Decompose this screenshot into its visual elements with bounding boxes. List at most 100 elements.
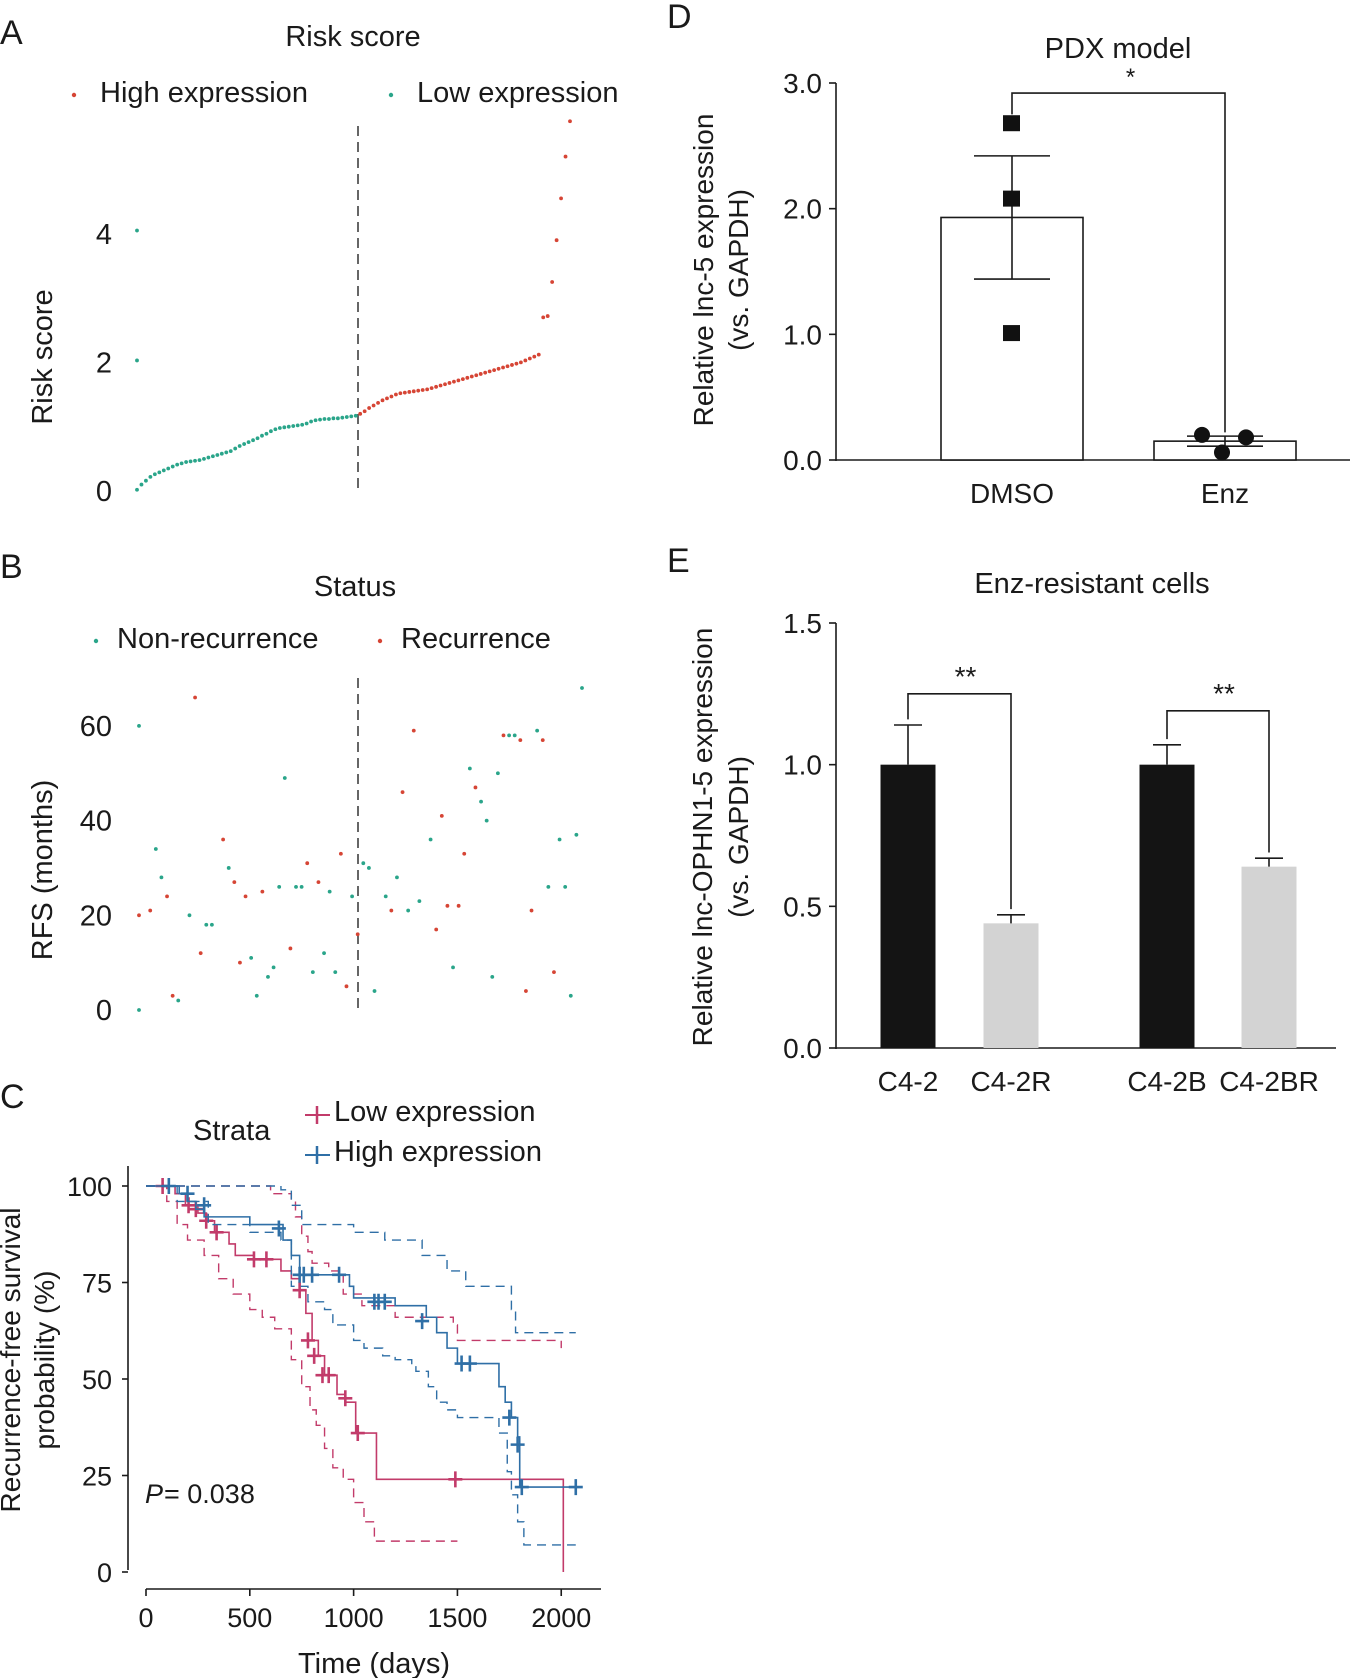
- panel-a-point-high: [460, 377, 465, 381]
- legend-c-title: Strata: [193, 1115, 271, 1147]
- panel-a-point-high: [541, 315, 546, 320]
- panel-a-point-low: [251, 438, 255, 443]
- panel-b-point-nonrecurrence: [266, 974, 270, 979]
- panel-b-point-nonrecurrence: [249, 956, 254, 960]
- panel-d-y-tick-label: 0.0: [783, 445, 822, 476]
- panel-d-y-tick-label: 1.0: [783, 319, 822, 350]
- panel-b-point-nonrecurrence: [406, 908, 411, 913]
- panel-a-point-low: [193, 458, 197, 463]
- panel-c-y-tick-label: 75: [82, 1269, 112, 1299]
- panel-a-point-high: [447, 381, 452, 385]
- panel-a-point-high: [554, 238, 559, 243]
- panel-b-point-nonrecurrence: [254, 993, 259, 998]
- panel-d-x-tick-label: DMSO: [970, 478, 1054, 509]
- panel-e-significance: **: [955, 661, 977, 692]
- panel-a-point-low: [282, 425, 287, 430]
- panel-e-error-bar: [894, 724, 922, 765]
- panel-b-point-nonrecurrence: [479, 799, 483, 804]
- panel-b-point-nonrecurrence: [299, 884, 304, 889]
- panel-b-point-nonrecurrence: [159, 875, 164, 880]
- panel-a-point-high: [438, 383, 443, 388]
- panel-a-y-ticks: 0 2 4: [96, 219, 112, 508]
- panel-d-point-square: [1003, 115, 1020, 132]
- panel-b-point-nonrecurrence: [557, 837, 562, 842]
- panel-a-point-high: [371, 403, 376, 408]
- panel-b-point-nonrecurrence: [535, 728, 540, 733]
- panel-a-point-high: [505, 364, 510, 369]
- panel-b-point-recurrence: [439, 813, 444, 818]
- panel-d-x-tick-label: Enz: [1201, 478, 1249, 509]
- panel-a-point-low: [264, 431, 269, 436]
- panel-e-y-tick-label: 0.5: [783, 891, 822, 922]
- panel-b-point-nonrecurrence: [361, 861, 366, 866]
- panel-b-point-recurrence: [165, 894, 169, 899]
- panel-a-point-low: [242, 442, 247, 446]
- panel-b-point-nonrecurrence: [226, 866, 231, 870]
- panel-a-point-high: [380, 398, 385, 403]
- panel-a-point-high: [358, 411, 363, 416]
- panel-c-x-tick-label: 500: [227, 1603, 272, 1633]
- panel-c-high-ci-lower: [146, 1185, 576, 1546]
- panel-c-p-value: = 0.038: [164, 1479, 255, 1509]
- panel-e-error-bar: [1153, 744, 1181, 765]
- panel-b-point-nonrecurrence: [310, 970, 315, 975]
- panel-b-point-nonrecurrence: [282, 776, 287, 780]
- panel-b-point-recurrence: [338, 851, 343, 856]
- panel-a-point-low: [331, 416, 336, 421]
- panel-b-point-nonrecurrence: [153, 847, 158, 851]
- panel-a-point-low: [152, 472, 157, 477]
- panel-e-bars: C4-2 C4-2R C4-2B C4-2BR ** **: [878, 661, 1319, 1097]
- panel-c-ylabel-line2: probability (%): [29, 1271, 60, 1450]
- panel-e-bar: [1241, 866, 1297, 1048]
- panel-d-point-square: [1003, 325, 1020, 342]
- legend-a-high-marker: [71, 92, 77, 98]
- panel-e-y-tick-label: 1.5: [783, 608, 822, 639]
- panel-c-low-censor-mark: [307, 1347, 322, 1364]
- panel-b-point-recurrence: [529, 908, 534, 913]
- panel-b-tick-label: 0: [96, 995, 112, 1027]
- panel-b-point-recurrence: [170, 993, 175, 998]
- panel-a-point-high: [514, 361, 519, 366]
- panel-c-high-censor-mark: [161, 1178, 176, 1194]
- panel-b-point-nonrecurrence: [428, 837, 433, 842]
- panel-b-point-recurrence: [232, 880, 237, 885]
- panel-e: Enz-resistant cells Relative lnc-OPHN1-5…: [687, 568, 1336, 1097]
- panel-b-point-nonrecurrence: [495, 771, 500, 776]
- panel-b-point-recurrence: [243, 894, 248, 899]
- legend-c-low-marker: [305, 1106, 330, 1124]
- panel-b-point-nonrecurrence: [507, 733, 512, 738]
- panel-c-p-label: P: [145, 1479, 163, 1509]
- panel-b-point-recurrence: [305, 861, 310, 866]
- panel-c-high-censor-mark: [462, 1355, 477, 1372]
- panel-d-ylabel-line1: Relative lnc-5 expression: [688, 114, 719, 427]
- legend-a-high-label: High expression: [100, 77, 308, 109]
- panel-c-high-censor-mark: [377, 1293, 392, 1310]
- panel-b-point-nonrecurrence: [137, 1008, 141, 1012]
- panel-a-point-high: [483, 370, 488, 375]
- panel-b-point-nonrecurrence: [372, 989, 377, 993]
- panel-d-significance-bracket: [1011, 92, 1226, 433]
- panel-b-point-nonrecurrence: [137, 723, 141, 728]
- panel-b-point-recurrence: [316, 880, 321, 885]
- panel-label-b: B: [0, 548, 23, 586]
- panel-a-point-low: [210, 454, 215, 459]
- panel-a-point-high: [545, 314, 550, 318]
- panel-a-point-high: [568, 119, 572, 124]
- panel-a-point-low: [269, 429, 273, 434]
- panel-c-low-censor-mark: [448, 1471, 463, 1488]
- panel-c-low-censor-mark: [292, 1282, 307, 1299]
- panel-a-title: Risk score: [285, 21, 420, 53]
- panel-b-point-recurrence: [137, 913, 141, 918]
- panel-a-point-high: [385, 396, 389, 401]
- panel-a-point-low: [309, 419, 313, 424]
- legend-b-rec-label: Recurrence: [401, 623, 551, 655]
- panel-b-point-recurrence: [238, 960, 242, 965]
- panel-a-point-low: [327, 417, 331, 421]
- panel-a-point-high: [563, 154, 568, 159]
- panel-a-point-low: [246, 440, 251, 445]
- panel-a-point-high: [496, 366, 501, 371]
- panel-c-high-censor-mark: [332, 1266, 347, 1283]
- panel-d: PDX model Relative lnc-5 expression (vs.…: [688, 33, 1350, 509]
- panel-a-point-low: [148, 474, 153, 479]
